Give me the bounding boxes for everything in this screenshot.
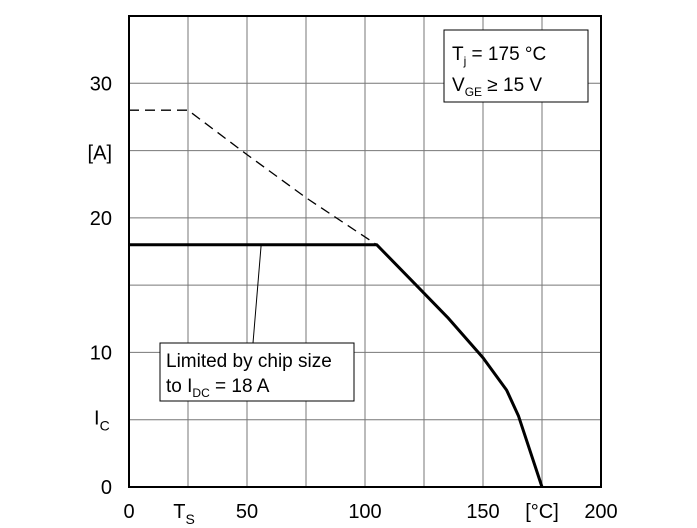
series-line-solid bbox=[129, 243, 544, 488]
y-tick-label: 20 bbox=[90, 208, 112, 230]
y-tick-label: 30 bbox=[90, 73, 112, 95]
x-tick-label: 50 bbox=[236, 501, 258, 523]
y-tick-label: 0 bbox=[101, 477, 112, 499]
x-tick-label-ts: TS bbox=[173, 501, 195, 527]
x-tick-label: 100 bbox=[348, 501, 381, 523]
annotation-line-1: Limited by chip size bbox=[166, 351, 332, 372]
annotation-pointer bbox=[252, 244, 262, 344]
x-axis-unit: [°C] bbox=[525, 501, 559, 523]
y-axis-label-ic: IC bbox=[94, 408, 110, 434]
x-tick-label: 150 bbox=[466, 501, 499, 523]
conditions-line-1: Tj = 175 °C bbox=[452, 44, 546, 68]
series-group bbox=[129, 109, 544, 488]
y-tick-label: 10 bbox=[90, 342, 112, 364]
annotation-line-2: to IDC = 18 A bbox=[166, 376, 270, 400]
conditions-line-2: VGE ≥ 15 V bbox=[452, 75, 542, 99]
x-tick-label: 0 bbox=[123, 501, 134, 523]
plot-frame bbox=[128, 15, 602, 488]
y-axis-unit: [A] bbox=[88, 143, 112, 165]
annotation-box: Limited by chip size to IDC = 18 A bbox=[159, 342, 355, 402]
tick-labels: 0 50 100 150 200 TS [°C] 0 10 20 30 [A] IC bbox=[88, 73, 618, 527]
x-tick-label: 200 bbox=[584, 501, 617, 523]
series-line-dashed bbox=[129, 109, 378, 246]
conditions-box: Tj = 175 °C VGE ≥ 15 V bbox=[443, 29, 589, 103]
